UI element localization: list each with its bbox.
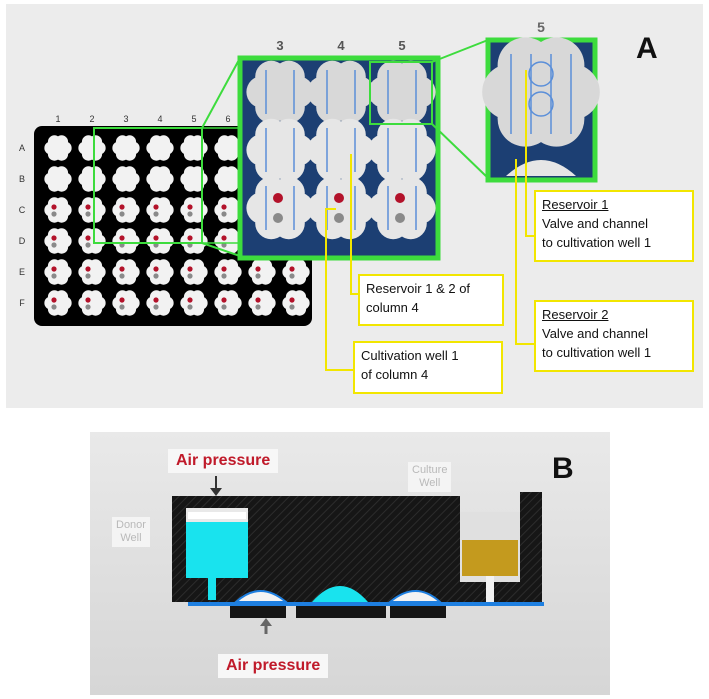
plate-column-label: 6 (225, 114, 230, 124)
detail-well (482, 37, 600, 147)
panel-b-letter: B (552, 452, 574, 485)
valve-right (387, 590, 443, 603)
donor-well-label-line1: Donor (116, 519, 146, 531)
cross-section-diagram (172, 476, 544, 634)
donor-well-label-line2: Well (120, 532, 142, 544)
plate-well (78, 290, 106, 316)
plate-well (248, 259, 276, 285)
culture-liquid (462, 540, 518, 576)
plate-well (146, 197, 174, 223)
plate-well (112, 135, 140, 161)
culture-well-label-line1: Culture (412, 464, 448, 476)
zoom-column-label: 4 (337, 38, 345, 53)
callout-reservoir-line2: column 4 (366, 300, 419, 315)
callout-cultivation-line1: Cultivation well 1 (361, 348, 459, 363)
plate-well (214, 290, 242, 316)
channel-membrane (188, 602, 544, 606)
air-pressure-bottom-label: Air pressure (218, 654, 329, 678)
zoom-well (368, 176, 436, 240)
plate-well (214, 228, 242, 254)
plate-row-label: A (19, 143, 25, 153)
callout-res2-title: Reservoir 2 (542, 307, 609, 322)
plate-well (282, 290, 310, 316)
plate-well (180, 290, 208, 316)
valve-left (233, 590, 289, 603)
zoom-highlight-box (369, 61, 433, 125)
air-pressure-top-label: Air pressure (168, 449, 279, 473)
plate-column-label: 4 (157, 114, 162, 124)
zoom-well (368, 60, 436, 124)
zoom-column-label: 5 (398, 38, 405, 53)
plate-row-label: F (19, 298, 25, 308)
callout-res1-line1: Valve and channel (542, 216, 649, 231)
plate-well (214, 135, 242, 161)
plate-well (44, 228, 72, 254)
callout-reservoir-column-4: Reservoir 1 & 2 of column 4 (358, 274, 504, 326)
plate-column-label: 5 (191, 114, 196, 124)
plate-row-label: B (19, 174, 25, 184)
cultivation-chamber (312, 586, 368, 602)
plate-well (180, 135, 208, 161)
plate-well (248, 290, 276, 316)
callout-reservoir-1: Reservoir 1 Valve and channel to cultiva… (534, 190, 694, 262)
donor-piston (188, 512, 246, 519)
plate-well (78, 135, 106, 161)
callout-res2-line1: Valve and channel (542, 326, 649, 341)
plate-well (180, 259, 208, 285)
plate-column-label: 2 (89, 114, 94, 124)
zoom-well (307, 176, 375, 240)
callout-res2-line2: to cultivation well 1 (542, 345, 652, 360)
zoom-well (307, 118, 375, 182)
detail-column-label: 5 (537, 19, 545, 35)
zoom-column-label: 3 (276, 38, 283, 53)
plate-well (44, 135, 72, 161)
plate-column-label: 1 (55, 114, 60, 124)
zoom-well (246, 176, 314, 240)
chip-body (172, 492, 542, 602)
zoom-well (246, 60, 314, 124)
panel-a-letter: A (636, 32, 658, 65)
plate-well (78, 228, 106, 254)
plate-well (282, 259, 310, 285)
plate-well (180, 197, 208, 223)
plate-well (44, 197, 72, 223)
plate-diagram: 1 2 3 4 5 6 A B C D E F 3 4 5 5 (19, 19, 600, 371)
callout-res1-title: Reservoir 1 (542, 197, 609, 212)
zoom-well (307, 60, 375, 124)
plate-row-label: D (19, 236, 26, 246)
plate-well (44, 290, 72, 316)
plate-well (112, 290, 140, 316)
panel-a: 1 2 3 4 5 6 A B C D E F 3 4 5 5 A Reservoir 1 & 2 of … (6, 4, 703, 408)
plate-well (214, 197, 242, 223)
donor-well-label: Donor Well (112, 517, 150, 547)
plate-well (146, 166, 174, 192)
culture-well-label: Culture Well (408, 462, 452, 492)
plate-well (214, 259, 242, 285)
panel-b: B Air pressure Air pressure Donor Well C… (90, 432, 610, 695)
plate-well (146, 135, 174, 161)
plate-well (44, 166, 72, 192)
culture-well-label-line2: Well (419, 477, 441, 489)
plate-well (214, 166, 242, 192)
plate-well (112, 197, 140, 223)
callout-res1-line2: to cultivation well 1 (542, 235, 652, 250)
callout-reservoir-line1: Reservoir 1 & 2 of (366, 281, 471, 296)
zoom-well (246, 118, 314, 182)
callout-cultivation-line2: of column 4 (361, 367, 429, 382)
plate-well (112, 166, 140, 192)
plate-row-label: E (19, 267, 25, 277)
plate-column-label: 3 (123, 114, 128, 124)
plate-well (78, 166, 106, 192)
plate-row-label: C (19, 205, 26, 215)
zoom-well (368, 118, 436, 182)
plate-well (78, 259, 106, 285)
donor-liquid (186, 522, 248, 578)
plate-well (112, 259, 140, 285)
plate-well (78, 197, 106, 223)
plate-well (146, 259, 174, 285)
callout-cultivation-well: Cultivation well 1 of column 4 (353, 341, 503, 394)
plate-well (146, 290, 174, 316)
plate-well (44, 259, 72, 285)
callout-reservoir-2: Reservoir 2 Valve and channel to cultiva… (534, 300, 694, 372)
